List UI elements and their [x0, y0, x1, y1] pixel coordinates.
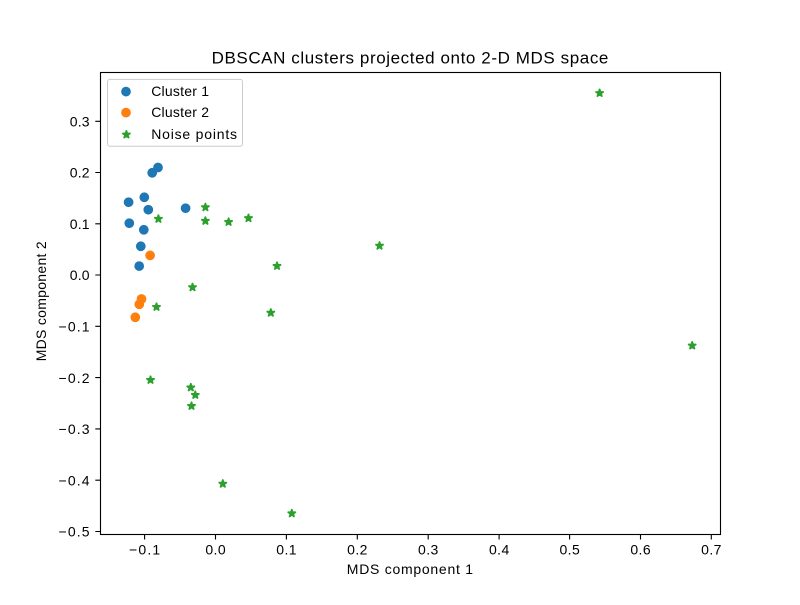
- svg-text:−0.1: −0.1: [129, 542, 160, 558]
- svg-text:0.2: 0.2: [70, 165, 90, 181]
- svg-text:0.0: 0.0: [70, 267, 90, 283]
- svg-text:−0.3: −0.3: [59, 421, 90, 437]
- svg-text:0.2: 0.2: [347, 542, 368, 558]
- svg-text:0.5: 0.5: [559, 542, 580, 558]
- svg-text:0.6: 0.6: [630, 542, 651, 558]
- svg-text:−0.2: −0.2: [59, 370, 90, 386]
- svg-text:0.7: 0.7: [701, 542, 722, 558]
- svg-text:Noise points: Noise points: [151, 126, 237, 142]
- svg-text:−0.1: −0.1: [59, 319, 90, 335]
- svg-text:0.1: 0.1: [276, 542, 297, 558]
- svg-text:0.3: 0.3: [418, 542, 439, 558]
- svg-text:−0.4: −0.4: [59, 472, 90, 488]
- svg-text:Cluster 1: Cluster 1: [151, 83, 209, 99]
- svg-text:MDS component 1: MDS component 1: [347, 561, 473, 577]
- svg-text:0.3: 0.3: [70, 114, 90, 130]
- svg-text:0.4: 0.4: [489, 542, 510, 558]
- svg-text:0.1: 0.1: [70, 216, 90, 232]
- svg-text:DBSCAN clusters projected onto: DBSCAN clusters projected onto 2-D MDS s…: [212, 48, 609, 67]
- svg-text:Cluster 2: Cluster 2: [151, 104, 209, 120]
- svg-text:0.0: 0.0: [205, 542, 226, 558]
- svg-text:−0.5: −0.5: [59, 524, 90, 540]
- svg-text:MDS component 2: MDS component 2: [33, 241, 49, 361]
